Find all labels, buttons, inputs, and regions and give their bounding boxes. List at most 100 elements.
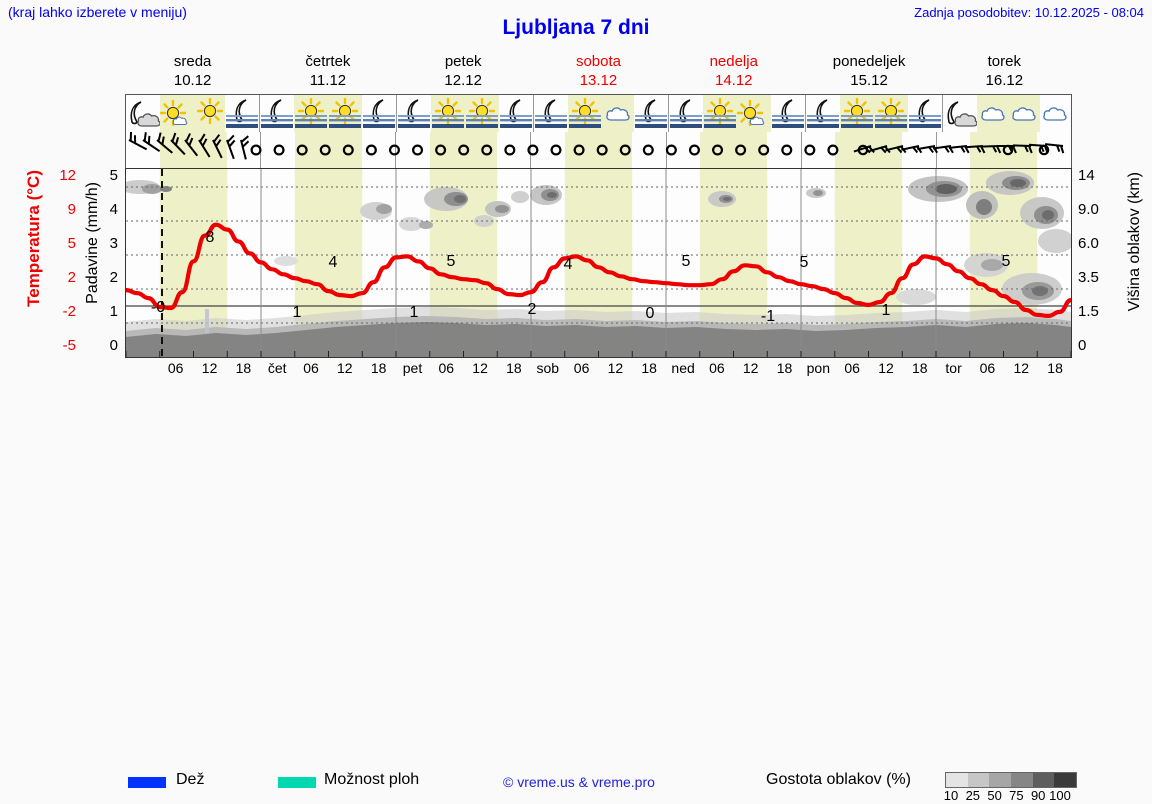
moon-fog-icon — [669, 95, 703, 132]
temp-point-label: 5 — [1002, 253, 1011, 270]
calm-wind-icon — [632, 132, 667, 168]
time-tick-label: 18 — [912, 360, 928, 376]
last-update-label: Zadnja posodobitev: 10.12.2025 - 08:04 — [914, 5, 1144, 20]
precipitation-tick: 2 — [109, 269, 118, 286]
wind-barb-icon — [261, 132, 295, 168]
cloud-icon — [1008, 95, 1040, 132]
cloud-density-tick: 90 — [1030, 788, 1046, 803]
showers-swatch — [278, 777, 316, 788]
moon-fog-icon — [260, 95, 294, 132]
calm-wind-icon — [396, 132, 430, 168]
sun-fog-icon — [839, 95, 874, 132]
forecast-plot: -0 8 1 4 1 5 2 4 0 5 -1 5 1 5 — [125, 168, 1072, 358]
precipitation-tick: 1 — [109, 303, 118, 320]
cloud-density-step — [1054, 773, 1077, 787]
cloudheight-tick: 0 — [1078, 337, 1087, 354]
day-date: 13.12 — [579, 72, 618, 89]
day-header-petek: petek 12.12 — [396, 52, 531, 92]
temperature-tick: -5 — [62, 337, 76, 354]
temp-point-label: 4 — [564, 256, 573, 273]
cloud-density-ticks: 10 25 50 75 90 100 — [940, 788, 1090, 804]
sun-fog-icon — [873, 95, 908, 132]
wind-barb-icon — [1003, 132, 1038, 168]
wind-barb-icon — [193, 132, 227, 168]
time-tick-label: 06 — [709, 360, 725, 376]
time-tick-label: sob — [536, 360, 560, 376]
rain-label: Dež — [176, 771, 205, 788]
moon-fog-icon — [771, 95, 806, 132]
showers-label: Možnost ploh — [324, 771, 420, 788]
time-tick-label: 18 — [370, 360, 387, 376]
moon-fog-icon — [397, 95, 431, 132]
day-date: 11.12 — [309, 72, 347, 89]
cloud-density-tick: 10 — [943, 788, 959, 803]
temp-point-label: 1 — [293, 304, 302, 321]
temp-point-label: 5 — [682, 253, 691, 270]
calm-wind-icon — [598, 132, 632, 168]
sun-fog-icon — [702, 95, 737, 132]
moon-fog-icon — [534, 95, 568, 132]
time-tick-label: 12 — [472, 360, 488, 376]
rain-swatch — [128, 777, 166, 788]
cloudheight-tick: 9.0 — [1078, 201, 1099, 218]
time-tick-label: 18 — [641, 360, 657, 376]
cloud-density-label: Gostota oblakov (%) — [766, 771, 911, 788]
temp-point-label: 5 — [800, 254, 809, 271]
cloud-density-tick: 75 — [1009, 788, 1024, 803]
day-header-ponedeljek: ponedeljek 15.12 — [801, 52, 936, 92]
cloud-icon — [602, 95, 634, 132]
time-tick-label: 06 — [167, 360, 184, 376]
wind-barb-strip — [125, 132, 1072, 168]
cloud-icon — [976, 95, 1009, 132]
calm-wind-icon — [767, 132, 802, 168]
calm-wind-icon — [531, 132, 565, 168]
time-tick-label: 06 — [979, 360, 996, 376]
day-header-row: sreda 10.12 četrtek 11.12 petek 12.12 sobota 13… — [125, 52, 1072, 92]
moon-cloud-icon — [943, 95, 978, 132]
sun-fog-icon — [431, 95, 466, 132]
day-name: sreda — [173, 53, 212, 70]
calm-wind-icon — [463, 132, 497, 168]
sun-fog-icon — [465, 95, 500, 132]
calm-wind-icon — [902, 132, 937, 168]
cloudheight-tick: 3.5 — [1078, 269, 1099, 286]
day-date: 10.12 — [173, 72, 212, 89]
day-date: 15.12 — [850, 72, 888, 89]
time-tick-label: ned — [671, 360, 695, 376]
moon-fog-icon — [362, 95, 398, 132]
day-name: četrtek — [305, 53, 351, 70]
sun-icon — [194, 95, 226, 132]
temp-point-label: 2 — [528, 301, 537, 318]
temp-point-label: -1 — [761, 308, 775, 325]
cloud-icon — [1040, 95, 1071, 132]
precipitation-tick: 4 — [109, 201, 118, 218]
moon-fog-icon — [806, 95, 840, 132]
calm-wind-icon — [667, 132, 701, 168]
time-tick-label: pon — [806, 360, 830, 376]
time-tick-label: 18 — [235, 360, 252, 376]
temperature-tick: 12 — [59, 167, 76, 184]
day-name: torek — [987, 53, 1021, 70]
time-tick-label: 12 — [607, 360, 624, 376]
calm-wind-icon — [835, 132, 869, 168]
location-menu-note[interactable]: (kraj lahko izberete v meniju) — [8, 4, 187, 20]
time-tick-label: 12 — [742, 360, 759, 376]
wind-barb-icon — [227, 132, 262, 168]
calm-wind-icon — [700, 132, 734, 168]
temp-point-label: 1 — [882, 302, 891, 319]
moon-cloud-icon — [126, 95, 161, 132]
copyright-link[interactable]: © vreme.us & vreme.pro — [503, 774, 655, 790]
day-header-sobota: sobota 13.12 — [531, 52, 666, 92]
day-date: 16.12 — [985, 72, 1024, 89]
weather-icon-strip — [125, 94, 1072, 132]
legend: Dež Možnost ploh © vreme.us & vreme.pro … — [0, 385, 1152, 803]
temperature-tick: 5 — [67, 235, 76, 252]
time-tick-label: 06 — [844, 360, 860, 376]
day-date: 12.12 — [444, 72, 482, 89]
time-tick-label: pet — [402, 360, 423, 376]
sun-cloud-icon — [736, 95, 771, 132]
temp-point-label: 5 — [447, 253, 456, 270]
precipitation-tick: 5 — [109, 167, 118, 184]
day-header-sreda: sreda 10.12 — [125, 52, 260, 92]
cloud-density-tick: 50 — [987, 788, 1002, 803]
